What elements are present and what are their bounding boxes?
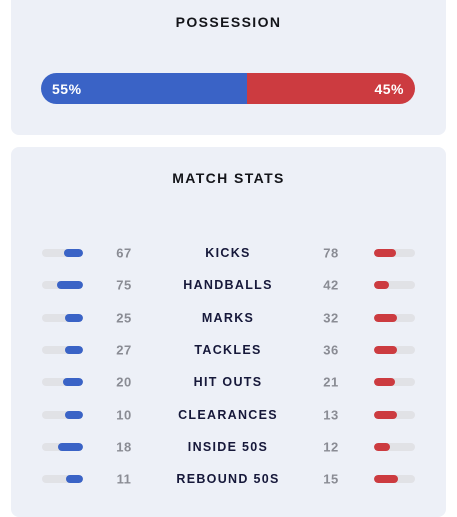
home-stat-bar: [42, 475, 83, 484]
stat-row-handballs: 75 HANDBALLS 42: [11, 269, 446, 301]
away-stat-bar: [374, 313, 415, 322]
stat-label: HIT OUTS: [193, 375, 263, 390]
stat-row-inside-50s: 18 INSIDE 50S 12: [11, 431, 446, 463]
away-stat-value: 21: [323, 374, 339, 390]
home-stat-value: 25: [116, 310, 132, 326]
match-stats-title: MATCH STATS: [172, 170, 285, 186]
possession-card: POSSESSION 55% 45%: [11, 0, 446, 135]
away-stat-value: 78: [323, 245, 339, 261]
home-stat-bar: [42, 442, 83, 451]
away-stat-value: 12: [323, 439, 339, 455]
home-stat-bar-fill: [62, 378, 83, 387]
away-stat-bar-fill: [374, 313, 397, 322]
stat-label: KICKS: [205, 246, 251, 261]
away-stat-value: 15: [323, 471, 339, 487]
stat-row-clearances: 10 CLEARANCES 13: [11, 398, 446, 430]
stat-label: HANDBALLS: [183, 278, 273, 293]
away-stat-bar-fill: [374, 249, 397, 258]
possession-home-label: 55%: [52, 80, 82, 97]
home-stat-bar: [42, 313, 83, 322]
home-stat-bar-fill: [65, 475, 83, 484]
away-stat-bar: [374, 475, 415, 484]
possession-bar: 55% 45%: [41, 73, 415, 104]
stat-row-marks: 25 MARKS 32: [11, 302, 446, 334]
away-stat-bar: [374, 410, 415, 419]
possession-away-segment: 45%: [246, 73, 415, 104]
stat-label: MARKS: [201, 310, 255, 325]
away-stat-bar: [374, 378, 415, 387]
home-stat-bar-fill: [58, 442, 83, 451]
home-stat-bar: [42, 249, 83, 258]
stat-row-rebound-50s: 11 REBOUND 50S 15: [11, 463, 446, 495]
stat-row-kicks: 67 KICKS 78: [11, 237, 446, 269]
away-stat-bar: [374, 346, 415, 355]
home-stat-bar-fill: [65, 346, 83, 355]
away-stat-value: 42: [323, 277, 339, 293]
stat-row-hit-outs: 20 HIT OUTS 21: [11, 366, 446, 398]
stat-row-tackles: 27 TACKLES 36: [11, 334, 446, 366]
home-stat-bar-fill: [65, 410, 83, 419]
away-stat-bar: [374, 249, 415, 258]
home-stat-bar: [42, 281, 83, 290]
home-stat-value: 11: [116, 471, 132, 487]
match-stats-card: MATCH STATS 67 KICKS 78 75 HANDBALLS 42 …: [11, 147, 446, 517]
away-stat-bar-fill: [374, 410, 398, 419]
home-stat-value: 20: [116, 374, 132, 390]
stat-label: REBOUND 50S: [176, 472, 280, 487]
away-stat-bar-fill: [374, 378, 395, 387]
home-stat-value: 67: [116, 245, 132, 261]
home-stat-bar-fill: [64, 313, 83, 322]
possession-title: POSSESSION: [175, 14, 282, 30]
home-stat-bar: [42, 346, 83, 355]
away-stat-value: 13: [323, 407, 339, 423]
away-stat-value: 32: [323, 310, 339, 326]
home-stat-bar-fill: [64, 249, 83, 258]
home-stat-bar-fill: [56, 281, 83, 290]
home-stat-value: 10: [116, 407, 132, 423]
away-stat-bar-fill: [374, 442, 391, 451]
possession-home-segment: 55%: [41, 73, 247, 104]
possession-away-label: 45%: [374, 80, 404, 97]
stat-label: TACKLES: [194, 343, 262, 358]
away-stat-bar: [374, 442, 415, 451]
stat-label: CLEARANCES: [178, 407, 278, 422]
home-stat-value: 27: [116, 342, 132, 358]
away-stat-bar-fill: [374, 475, 398, 484]
stat-rows: 67 KICKS 78 75 HANDBALLS 42 25 MARKS 32 …: [11, 237, 446, 495]
home-stat-bar: [42, 410, 83, 419]
away-stat-bar-fill: [374, 346, 398, 355]
stat-label: INSIDE 50S: [187, 439, 269, 454]
home-stat-value: 75: [116, 277, 132, 293]
home-stat-value: 18: [116, 439, 132, 455]
away-stat-bar: [374, 281, 415, 290]
away-stat-value: 36: [323, 342, 339, 358]
away-stat-bar-fill: [374, 281, 389, 290]
home-stat-bar: [42, 378, 83, 387]
